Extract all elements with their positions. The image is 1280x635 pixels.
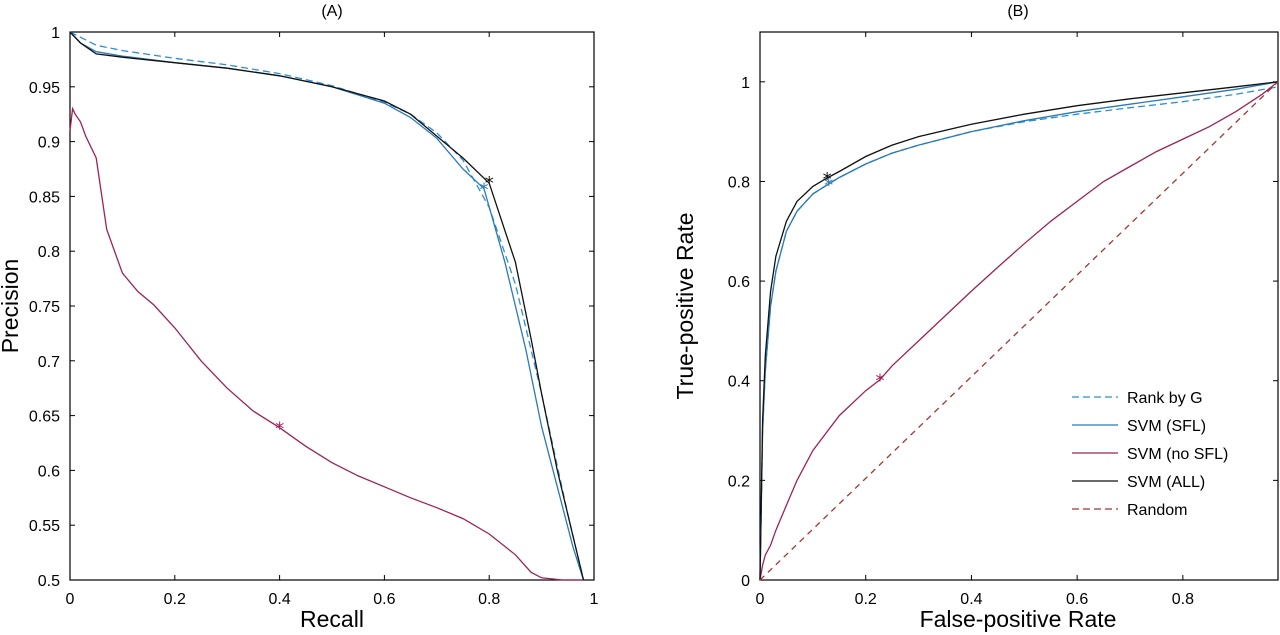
- panel-a-series: ***: [69, 31, 585, 581]
- panel-a-y-tick-label: 0.75: [29, 299, 60, 316]
- panel-a-series-svm-all-line: [69, 31, 585, 581]
- panel-a-x-tick-label: 0: [66, 591, 75, 608]
- panel-b-series-svm-sfl-line: [759, 81, 1279, 581]
- panel-a-title: (A): [321, 3, 342, 20]
- panel-a-x-tick-label: 1: [590, 591, 599, 608]
- panel-b-series-random-line: [759, 81, 1279, 581]
- panel-a-x-tick-label: 0.8: [478, 591, 500, 608]
- legend-label-svm-nosfl: SVM (no SFL): [1127, 446, 1228, 463]
- panel-a-x-tick-label: 0.2: [164, 591, 186, 608]
- panel-a-y-tick-label: 0.8: [38, 244, 60, 261]
- panel-b-series-svm-all-marker: *: [823, 169, 832, 190]
- panel-b-y-ticks: 0 0.2 0.4 0.6 0.8 1: [728, 75, 1278, 590]
- panel-a-series-svm-nosfl-line: [69, 106, 584, 581]
- panel-b-y-tick-label: 0.4: [728, 374, 750, 391]
- panel-b-title: (B): [1007, 3, 1028, 20]
- panel-a-y-ticks: 0.5 0.55 0.6 0.65 0.7 0.75 0.8 0.85 0.9 0.95 1: [29, 25, 594, 590]
- panel-b-series: ***: [759, 81, 1279, 581]
- legend-label-svm-sfl: SVM (SFL): [1127, 418, 1206, 435]
- legend-label-rank: Rank by G: [1127, 390, 1203, 407]
- panel-b-series-rank-line: [759, 86, 1279, 581]
- panel-a-y-tick-label: 0.85: [29, 189, 60, 206]
- panel-a-y-tick-label: 0.5: [38, 573, 60, 590]
- panel-b-x-tick-label: 0: [756, 591, 765, 608]
- panel-b-series-svm-nosfl-marker: *: [875, 371, 884, 392]
- panel-a-y-tick-label: 0.9: [38, 135, 60, 152]
- panel-a-x-axis-label: Recall: [300, 606, 364, 632]
- panel-a-series-svm-sfl-marker: *: [479, 180, 488, 201]
- panel-a-y-tick-label: 1: [51, 25, 60, 42]
- panel-b-x-axis-label: False-positive Rate: [920, 606, 1117, 632]
- panel-b-x-tick-label: 0.4: [960, 591, 982, 608]
- panel-a: (A) 0 0.2 0.4 0.6 0.8 1 0.5 0.55 0.6 0.65 0.7 0.75…: [0, 3, 599, 632]
- panel-a-series-svm-nosfl-marker: *: [275, 419, 284, 440]
- panel-b-y-axis-label: True-positive Rate: [672, 212, 698, 399]
- panel-b-x-tick-label: 0.6: [1066, 591, 1088, 608]
- panel-b-y-tick-label: 1: [741, 75, 750, 92]
- panel-a-y-tick-label: 0.65: [29, 409, 60, 426]
- panel-b-x-ticks: 0 0.2 0.4 0.6 0.8: [756, 32, 1194, 608]
- panel-a-x-tick-label: 0.6: [373, 591, 395, 608]
- panel-b-plot-frame: [759, 31, 1279, 581]
- panel-b-y-tick-label: 0: [741, 573, 750, 590]
- panel-b-y-tick-label: 0.2: [728, 473, 750, 490]
- panel-a-x-ticks: 0 0.2 0.4 0.6 0.8 1: [66, 32, 599, 608]
- panel-a-series-svm-all-marker: *: [485, 173, 494, 194]
- panel-b-x-tick-label: 0.2: [855, 591, 877, 608]
- legend-label-random: Random: [1127, 502, 1187, 519]
- panel-b-series-svm-nosfl-line: [759, 81, 1279, 581]
- panel-a-y-tick-label: 0.7: [38, 354, 60, 371]
- panel-a-series-svm-sfl-line: [69, 31, 585, 581]
- panel-b: (B) 0 0.2 0.4 0.6 0.8 00.20.40.60.81 *** Ran…: [672, 3, 1279, 632]
- panel-b-series-svm-sfl-marker: *: [824, 175, 833, 196]
- panel-b-series-svm-all-line: [759, 81, 1279, 581]
- panel-b-y-tick-label: 0.6: [728, 274, 750, 291]
- legend-label-svm-all: SVM (ALL): [1127, 474, 1205, 491]
- panel-a-series-rank-line: [69, 31, 585, 581]
- panel-a-x-tick-label: 0.4: [268, 591, 290, 608]
- panel-b-y-tick-label: 0.8: [728, 174, 750, 191]
- panel-a-y-tick-label: 0.6: [38, 463, 60, 480]
- panel-b-x-tick-label: 0.8: [1172, 591, 1194, 608]
- panel-a-y-tick-label: 0.55: [29, 518, 60, 535]
- panel-a-y-tick-label: 0.95: [29, 80, 60, 97]
- panel-b-legend: Rank by G SVM (SFL) SVM (no SFL) SVM (ALL) R…: [1072, 390, 1228, 519]
- panel-a-y-axis-label: Precision: [0, 259, 23, 354]
